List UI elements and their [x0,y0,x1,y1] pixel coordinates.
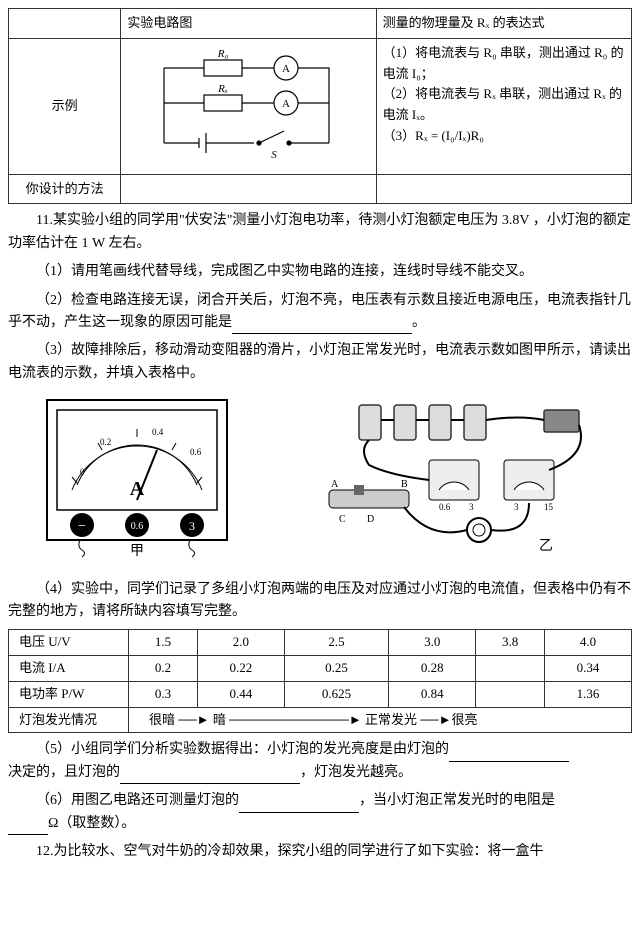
svg-text:15: 15 [544,502,554,512]
r1: 电压 U/V1.52.02.53.03.84.0 [9,630,632,656]
svg-text:Rₓ: Rₓ [217,83,228,95]
blank-6b[interactable] [8,818,48,835]
q11-p5: （5）小组同学们分析实验数据得出：小灯泡的发光亮度是由灯泡的决定的，且灯泡的，灯… [8,739,632,784]
svg-text:B: B [401,479,408,490]
r4: 灯泡发光情况 很暗 ──► 暗 ─────────────► 正常发光 ──►很… [9,707,632,733]
svg-text:A: A [129,478,144,500]
svg-text:0.6: 0.6 [190,447,202,457]
svg-text:3: 3 [514,502,519,512]
data-table: 电压 U/V1.52.02.53.03.84.0 电流 I/A0.20.220.… [8,629,632,733]
svg-text:3: 3 [469,502,474,512]
q11-p3: （3）故障排除后，移动滑动变阻器的滑片，小灯泡正常发光时，电流表示数如图甲所示，… [8,340,632,385]
svg-text:0: 0 [80,467,85,477]
row2-c2 [376,174,631,204]
q12: 12.为比较水、空气对牛奶的冷却效果，探究小组的同学进行了如下实验：将一盒牛 [8,841,632,863]
svg-text:0.4: 0.4 [152,427,164,437]
svg-text:R₀: R₀ [216,48,228,60]
d2: （2）将电流表与 Rₓ 串联，测出通过 Rₓ 的电流 Iₓ。 [383,84,625,126]
blank-5b[interactable] [120,767,300,784]
h0 [9,9,121,39]
svg-text:D: D [367,514,374,525]
q11-p2: （2）检查电路连接无误，闭合开关后，灯泡不亮，电压表有示数且接近电源电压，电流表… [8,290,632,335]
r3: 电功率 P/W0.30.440.6250.841.36 [9,681,632,707]
ammeter-fig: 0 0.2 0.4 0.6 A − 0.6 3 甲 [42,395,232,568]
h1: 实验电路图 [121,9,376,39]
ammeter-svg: 0 0.2 0.4 0.6 A − 0.6 3 甲 [42,395,232,560]
example-table: 实验电路图 测量的物理量及 Rₓ 的表达式 示例 R₀ Rₓ A A S （1）… [8,8,632,204]
blank-cell-1[interactable] [476,656,545,682]
q11-intro: 11.某实验小组的同学用"伏安法"测量小灯泡电功率，待测小灯泡额定电压为 3.8… [8,210,632,255]
svg-text:甲: 甲 [130,544,144,559]
p2b: 。 [412,315,426,330]
circuit-photo-svg: 0.6 3 3 15 A B C D 乙 [299,395,599,560]
svg-text:0.6: 0.6 [439,502,451,512]
svg-text:−: − [78,519,86,534]
svg-text:0.6: 0.6 [130,521,143,532]
row2-label: 你设计的方法 [9,174,121,204]
circuit-cell: R₀ Rₓ A A S [121,38,376,174]
row2-c1 [121,174,376,204]
svg-text:乙: 乙 [539,538,553,554]
svg-text:A: A [282,63,290,75]
row1-label: 示例 [9,38,121,174]
svg-text:S: S [271,149,277,161]
circuit-photo: 0.6 3 3 15 A B C D 乙 [299,395,599,568]
svg-text:3: 3 [189,519,195,533]
circuit-diagram: R₀ Rₓ A A S [144,43,354,163]
q11-p1: （1）请用笔画线代替导线，完成图乙中实物电路的连接，连线时导线不能交叉。 [8,261,632,283]
blank-cell-2[interactable] [476,681,545,707]
d1: （1）将电流表与 R₀ 串联，测出通过 R₀ 的电流 I₀； [383,43,625,85]
svg-text:0.2: 0.2 [100,437,111,447]
svg-text:A: A [331,479,339,490]
r2: 电流 I/A0.20.220.250.280.34 [9,656,632,682]
figure-row: 0 0.2 0.4 0.6 A − 0.6 3 甲 0.6 3 3 15 A B C D… [8,395,632,568]
q11-p4: （4）实验中，同学们记录了多组小灯泡两端的电压及对应通过小灯泡的电流值，但表格中… [8,579,632,624]
h2: 测量的物理量及 Rₓ 的表达式 [376,9,631,39]
svg-text:C: C [339,514,346,525]
blank-5a[interactable] [449,745,569,762]
d3: （3）Rₓ = (I₀/Iₓ)R₀ [383,126,625,147]
blank-reason[interactable] [232,318,412,335]
q11-p6: （6）用图乙电路还可测量灯泡的，当小灯泡正常发光时的电阻是Ω（取整数）。 [8,790,632,835]
blank-6a[interactable] [239,796,359,813]
row1-desc: （1）将电流表与 R₀ 串联，测出通过 R₀ 的电流 I₀； （2）将电流表与 … [376,38,631,174]
svg-text:A: A [282,98,290,110]
